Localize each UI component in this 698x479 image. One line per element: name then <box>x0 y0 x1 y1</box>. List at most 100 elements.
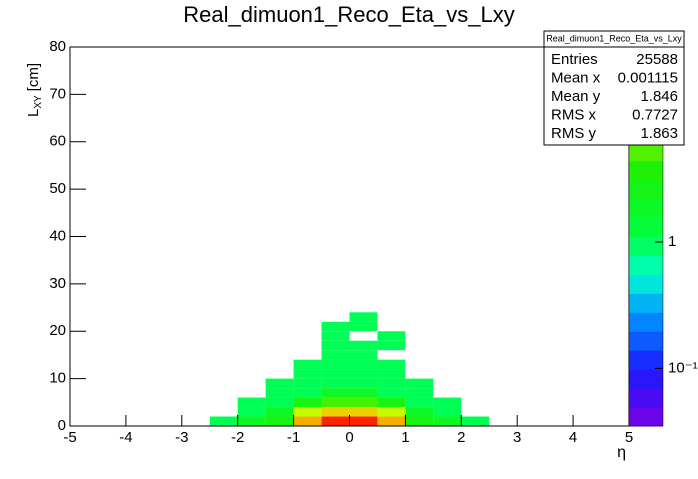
heat-cell <box>321 369 350 379</box>
heat-cell <box>377 388 406 398</box>
heat-cell <box>377 331 406 341</box>
x-axis-label: η <box>617 444 626 461</box>
stats-value: 1.846 <box>640 88 678 105</box>
x-tick-label: 5 <box>625 429 633 446</box>
heat-cell <box>265 397 294 408</box>
colorbar-band <box>629 331 663 351</box>
stats-value: 1.863 <box>640 125 678 142</box>
heat-cell <box>461 416 490 426</box>
y-tick-label: 40 <box>49 227 66 244</box>
stats-label: RMS x <box>551 106 597 123</box>
stats-value: 25588 <box>636 51 678 68</box>
heat-cell <box>321 416 350 426</box>
stats-label: Mean y <box>551 88 601 105</box>
heat-cell <box>321 331 350 341</box>
heat-cell <box>349 350 378 360</box>
heat-cell <box>349 397 378 408</box>
y-axis-label: LXY [cm] <box>25 63 44 117</box>
colorbar-band <box>629 350 663 370</box>
z-tick-label: 10⁻¹ <box>668 359 698 376</box>
heat-cell <box>377 378 406 389</box>
stats-label: Entries <box>551 51 598 68</box>
heat-cell <box>321 340 350 351</box>
heat-cell <box>293 407 322 417</box>
x-tick-label: 4 <box>569 429 577 446</box>
colorbar-band <box>629 407 663 427</box>
x-tick-label: -4 <box>119 429 132 446</box>
x-tick-label: -1 <box>287 429 300 446</box>
stats-title: Real_dimuon1_Reco_Eta_vs_Lxy <box>546 33 682 43</box>
colorbar-band <box>629 255 663 275</box>
y-tick-label: 80 <box>49 38 66 55</box>
heat-cell <box>405 378 434 389</box>
heat-cell <box>405 397 434 408</box>
heat-cell <box>349 312 378 322</box>
stats-value: 0.001115 <box>618 69 678 86</box>
heat-cell <box>265 378 294 389</box>
heat-cell <box>321 378 350 389</box>
heat-cell <box>293 378 322 389</box>
heat-cell <box>237 416 266 426</box>
heat-cell <box>405 416 434 426</box>
heat-cell <box>293 388 322 398</box>
heat-cell <box>349 359 378 370</box>
heat-cell <box>237 397 266 408</box>
x-tick-label: -5 <box>63 429 76 446</box>
y-label-unit: [cm] <box>25 63 42 91</box>
y-tick-label: 60 <box>49 133 66 150</box>
colorbar-band <box>629 179 663 200</box>
heat-cell <box>265 407 294 417</box>
heat-cell <box>377 407 406 417</box>
heat-cell <box>405 407 434 417</box>
heat-cell <box>349 378 378 389</box>
colorbar-band <box>629 198 663 219</box>
colorbar-band <box>629 141 663 162</box>
x-tick-label: 0 <box>345 429 353 446</box>
heat-cell <box>321 359 350 370</box>
stats-label: Mean x <box>551 69 601 86</box>
y-tick-label: 50 <box>49 180 66 197</box>
heat-cell <box>321 388 350 398</box>
heat-cell <box>349 369 378 379</box>
x-tick-label: 3 <box>513 429 521 446</box>
heat-cell <box>293 369 322 379</box>
stats-value: 0.7727 <box>632 106 678 123</box>
heat-cell <box>405 388 434 398</box>
heat-cell <box>433 407 462 417</box>
y-tick-label: 30 <box>49 275 66 292</box>
colorbar-band <box>629 312 663 332</box>
colorbar-band <box>629 293 663 313</box>
colorbar-band <box>629 236 663 256</box>
heat-cell <box>293 397 322 408</box>
y-tick-label: 0 <box>58 417 66 434</box>
y-label-sub: XY <box>33 95 44 109</box>
x-tick-label: 2 <box>457 429 465 446</box>
heat-cell <box>293 359 322 370</box>
y-tick-label: 70 <box>49 85 66 102</box>
heat-cell <box>321 321 350 332</box>
heat-cell <box>237 407 266 417</box>
colorbar-band <box>629 369 663 389</box>
stats-label: RMS y <box>551 125 597 142</box>
heat-cell <box>349 388 378 398</box>
heat-cell <box>377 369 406 379</box>
heat-cell <box>321 407 350 417</box>
y-label-main: L <box>25 109 42 117</box>
heat-cell <box>377 359 406 370</box>
x-tick-label: -3 <box>175 429 188 446</box>
heat-cell <box>433 397 462 408</box>
chart-title: Real_dimuon1_Reco_Eta_vs_Lxy <box>183 2 514 27</box>
x-tick-label: 1 <box>401 429 409 446</box>
colorbar-band <box>629 160 663 181</box>
heat-cell <box>209 416 238 426</box>
stats-box: Real_dimuon1_Reco_Eta_vs_Lxy Entries 2558… <box>543 30 685 146</box>
y-tick-label: 20 <box>49 322 66 339</box>
stats-frame <box>543 30 685 146</box>
heat-cell <box>377 340 406 351</box>
heat-cell <box>321 350 350 360</box>
colorbar-band <box>629 388 663 408</box>
colorbar-band <box>629 274 663 294</box>
heat-cell <box>321 397 350 408</box>
heat-cell <box>349 340 378 351</box>
